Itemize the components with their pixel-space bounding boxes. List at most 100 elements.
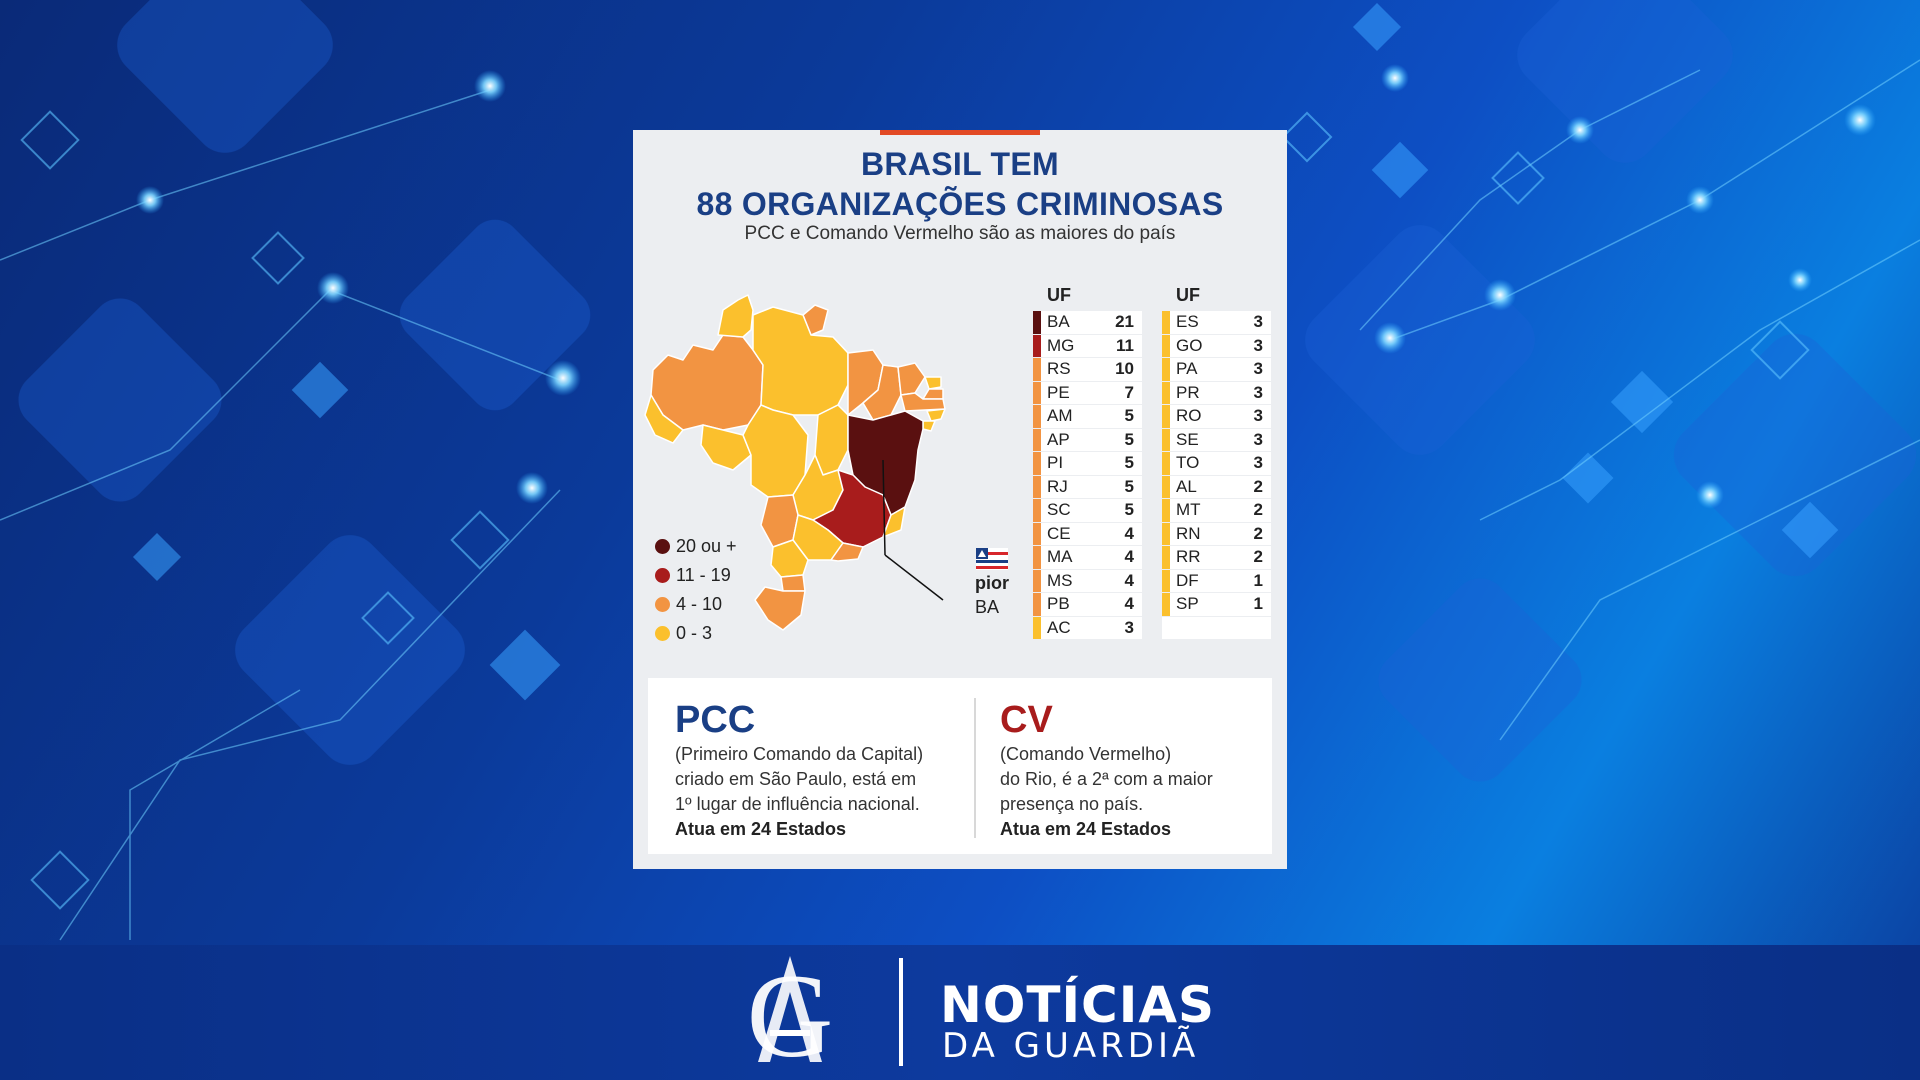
uf-row: AP 5 bbox=[1033, 428, 1142, 451]
uf-value: 3 bbox=[1253, 429, 1263, 449]
infographic-subtitle: PCC e Comando Vermelho são as maiores do… bbox=[744, 223, 1176, 244]
map-state-ro bbox=[700, 424, 752, 471]
uf-row: MG 11 bbox=[1033, 334, 1142, 357]
uf-color-bar bbox=[1033, 475, 1041, 498]
uf-row: CE 4 bbox=[1033, 522, 1142, 545]
legend-label: 11 - 19 bbox=[676, 565, 731, 585]
uf-code: RR bbox=[1176, 547, 1201, 567]
legend-label: 4 - 10 bbox=[676, 594, 723, 614]
legend-swatch bbox=[655, 568, 670, 583]
uf-row: ES 3 bbox=[1162, 311, 1271, 334]
uf-value: 5 bbox=[1124, 406, 1134, 426]
map-legend: 20 ou + 11 - 19 4 - 10 0 - 3 bbox=[655, 532, 737, 648]
uf-value: 1 bbox=[1253, 594, 1263, 614]
uf-color-bar bbox=[1162, 499, 1170, 522]
uf-row: TO 3 bbox=[1162, 452, 1271, 475]
uf-row: PI 5 bbox=[1033, 452, 1142, 475]
uf-value: 4 bbox=[1124, 570, 1134, 590]
uf-row: RR 2 bbox=[1162, 546, 1271, 569]
uf-color-bar bbox=[1162, 428, 1170, 451]
uf-row-empty bbox=[1162, 616, 1271, 639]
uf-table-right: ES 3 GO 3 PA 3 PR 3 RO 3 SE 3 TO 3 AL 2 MT 2 RN 2 RR 2 DF 1 SP 1 bbox=[1162, 311, 1271, 639]
uf-row: RN 2 bbox=[1162, 522, 1271, 545]
uf-code: RS bbox=[1047, 359, 1071, 379]
uf-value: 2 bbox=[1253, 547, 1263, 567]
uf-color-bar bbox=[1033, 405, 1041, 428]
uf-code: RN bbox=[1176, 523, 1201, 543]
uf-code: BA bbox=[1047, 312, 1070, 332]
uf-row: RO 3 bbox=[1162, 405, 1271, 428]
pcc-name: PCC bbox=[675, 699, 756, 741]
uf-header-right: UF bbox=[1176, 285, 1200, 305]
map-state-rn bbox=[924, 376, 942, 390]
uf-code: TO bbox=[1176, 453, 1200, 473]
legend-swatch bbox=[655, 597, 670, 612]
uf-value: 7 bbox=[1124, 382, 1134, 402]
uf-row: PE 7 bbox=[1033, 381, 1142, 404]
uf-code: MA bbox=[1047, 547, 1073, 567]
uf-code: PA bbox=[1176, 359, 1198, 379]
brand-name-line1: NOTÍCIAS bbox=[940, 976, 1216, 1034]
uf-value: 3 bbox=[1253, 453, 1263, 473]
uf-value: 5 bbox=[1124, 500, 1134, 520]
uf-code: GO bbox=[1176, 335, 1203, 355]
uf-color-bar bbox=[1162, 546, 1170, 569]
uf-value: 4 bbox=[1124, 547, 1134, 567]
uf-row: MT 2 bbox=[1162, 499, 1271, 522]
uf-code: MT bbox=[1176, 500, 1201, 520]
uf-value: 3 bbox=[1253, 359, 1263, 379]
pcc-states: Atua em 24 Estados bbox=[675, 819, 847, 839]
legend-item: 0 - 3 bbox=[655, 619, 737, 648]
uf-row: PB 4 bbox=[1033, 593, 1142, 616]
uf-row: PR 3 bbox=[1162, 381, 1271, 404]
uf-value: 21 bbox=[1115, 312, 1134, 332]
map-state-to bbox=[814, 404, 849, 476]
uf-code: SP bbox=[1176, 594, 1199, 614]
map-state-mt bbox=[742, 404, 809, 498]
uf-value: 5 bbox=[1124, 453, 1134, 473]
uf-color-bar bbox=[1033, 569, 1041, 592]
uf-value: 4 bbox=[1124, 523, 1134, 543]
uf-row: SC 5 bbox=[1033, 499, 1142, 522]
map-state-pa bbox=[752, 306, 849, 416]
pcc-section: PCC (Primeiro Comando da Capital) criado… bbox=[675, 698, 965, 842]
legend-swatch bbox=[655, 626, 670, 641]
uf-code: SE bbox=[1176, 429, 1199, 449]
uf-value: 3 bbox=[1253, 406, 1263, 426]
uf-code: AP bbox=[1047, 429, 1070, 449]
uf-value: 2 bbox=[1253, 523, 1263, 543]
legend-swatch bbox=[655, 539, 670, 554]
map-state-am bbox=[650, 334, 764, 431]
uf-color-bar bbox=[1162, 569, 1170, 592]
cv-desc-line3: presença no país. bbox=[1000, 794, 1144, 814]
footer-banner bbox=[0, 945, 1920, 1080]
pior-uf-label: BA bbox=[975, 597, 1000, 617]
uf-code: RO bbox=[1176, 406, 1202, 426]
uf-color-bar bbox=[1162, 522, 1170, 545]
uf-row: DF 1 bbox=[1162, 569, 1271, 592]
uf-row: RJ 5 bbox=[1033, 475, 1142, 498]
map-state-sc bbox=[780, 574, 806, 592]
uf-color-bar bbox=[1033, 593, 1041, 616]
uf-value: 2 bbox=[1253, 476, 1263, 496]
uf-row: AC 3 bbox=[1033, 616, 1142, 639]
uf-code: RJ bbox=[1047, 476, 1068, 496]
uf-code: DF bbox=[1176, 570, 1199, 590]
map-state-es bbox=[882, 506, 906, 538]
uf-color-bar bbox=[1162, 311, 1170, 334]
uf-row: MA 4 bbox=[1033, 546, 1142, 569]
map-state-pb bbox=[922, 388, 944, 400]
brazil-map bbox=[644, 294, 946, 631]
uf-color-bar bbox=[1162, 405, 1170, 428]
pcc-desc-line1: (Primeiro Comando da Capital) bbox=[675, 744, 924, 764]
uf-header-left: UF bbox=[1047, 285, 1071, 305]
uf-code: MG bbox=[1047, 335, 1075, 355]
uf-color-bar bbox=[1162, 358, 1170, 381]
uf-code: CE bbox=[1047, 523, 1071, 543]
uf-table-left: BA 21 MG 11 RS 10 PE 7 AM 5 AP 5 PI 5 RJ 5 SC 5 CE 4 MA 4 MS 4 P… bbox=[1033, 311, 1142, 640]
legend-item: 20 ou + bbox=[655, 532, 737, 561]
uf-value: 10 bbox=[1115, 359, 1134, 379]
uf-row: SP 1 bbox=[1162, 593, 1271, 616]
uf-value: 1 bbox=[1253, 570, 1263, 590]
uf-code: AC bbox=[1047, 617, 1071, 637]
